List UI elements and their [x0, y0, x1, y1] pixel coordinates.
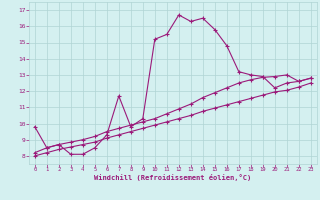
- X-axis label: Windchill (Refroidissement éolien,°C): Windchill (Refroidissement éolien,°C): [94, 174, 252, 181]
